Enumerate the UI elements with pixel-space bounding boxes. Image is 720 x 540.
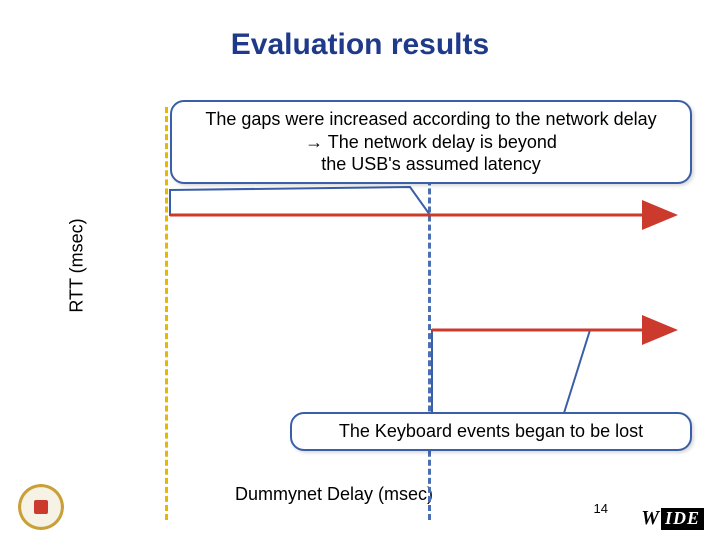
slide-root: Evaluation results RTT (msec) Dummynet D… bbox=[0, 0, 720, 540]
logo-right-box: IDE bbox=[661, 508, 704, 530]
callout-bottom-pointer bbox=[432, 330, 590, 414]
logo-right-prefix: W bbox=[641, 507, 659, 530]
logo-left-icon bbox=[34, 500, 48, 514]
callout-top-line2: → The network delay is beyond bbox=[182, 131, 680, 154]
logo-left bbox=[18, 484, 64, 530]
diagram-overlay bbox=[0, 0, 720, 540]
logo-right: W IDE bbox=[641, 507, 704, 530]
callout-bottom: The Keyboard events began to be lost bbox=[290, 412, 692, 451]
page-number: 14 bbox=[594, 501, 608, 516]
callout-top-line3: the USB's assumed latency bbox=[182, 153, 680, 176]
callout-top-pointer bbox=[170, 187, 430, 215]
x-axis-label: Dummynet Delay (msec) bbox=[235, 484, 433, 505]
slide-title: Evaluation results bbox=[0, 28, 720, 62]
guide-line-1 bbox=[165, 107, 168, 520]
callout-top-line1: The gaps were increased according to the… bbox=[182, 108, 680, 131]
callout-top: The gaps were increased according to the… bbox=[170, 100, 692, 184]
y-axis-label: RTT (msec) bbox=[67, 218, 88, 312]
callout-bottom-line1: The Keyboard events began to be lost bbox=[302, 420, 680, 443]
